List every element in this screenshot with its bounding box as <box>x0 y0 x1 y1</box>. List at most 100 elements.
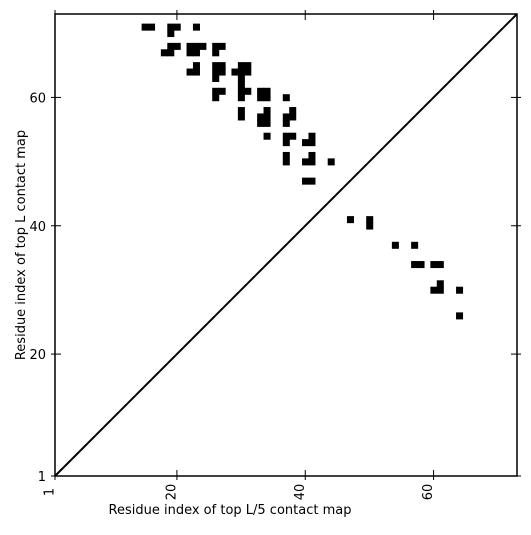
contact-cell-top-l5 <box>411 241 419 249</box>
contact-cell-top-l <box>218 42 226 50</box>
contact-cell-top-l <box>302 139 310 147</box>
contact-cell-top-l <box>282 151 290 159</box>
contact-cell-top-l <box>302 158 310 166</box>
contact-cell-top-l <box>244 68 252 76</box>
contact-cell-top-l <box>263 107 271 115</box>
contact-cell-top-l5 <box>456 286 464 294</box>
contact-cell-top-l <box>263 113 271 121</box>
contact-cell-top-l <box>141 23 149 31</box>
contact-cell-top-l <box>237 94 245 102</box>
y-tick-labels: 1 20 40 60 <box>29 91 46 485</box>
contact-cell-top-l <box>237 74 245 82</box>
contact-cell-top-l <box>282 94 290 102</box>
contact-cell-top-l <box>282 113 290 121</box>
contact-cell-top-l5 <box>411 261 419 269</box>
contact-cell-top-l <box>160 49 168 57</box>
contact-cell-top-l <box>244 87 252 95</box>
contact-cell-top-l <box>212 74 220 82</box>
contact-cell-top-l <box>218 62 226 70</box>
contact-cell-top-l <box>212 42 220 50</box>
contact-cell-top-l <box>257 119 265 127</box>
contact-cell-top-l <box>263 132 271 140</box>
contact-cell-top-l <box>237 113 245 121</box>
contact-cell-top-l <box>192 42 200 50</box>
contact-cell-top-l <box>167 42 175 50</box>
contact-cell-top-l <box>173 42 181 50</box>
x-tick-label: 60 <box>421 484 436 501</box>
contact-cell-top-l <box>237 68 245 76</box>
contact-cell-top-l5 <box>436 261 444 269</box>
contact-cell-top-l <box>257 87 265 95</box>
contact-cell-top-l <box>199 42 207 50</box>
contact-cell-top-l <box>186 68 194 76</box>
contact-cell-top-l <box>212 68 220 76</box>
contact-cell-top-l <box>282 139 290 147</box>
y-tick-label: 40 <box>29 220 46 235</box>
contact-cell-top-l <box>237 62 245 70</box>
contact-cell-top-l <box>186 49 194 57</box>
contact-cell-top-l5 <box>456 312 464 320</box>
contact-cell-top-l <box>212 62 220 70</box>
contact-cell-top-l <box>173 23 181 31</box>
x-tick-label: 1 <box>43 488 58 496</box>
contact-cell-top-l <box>244 62 252 70</box>
contact-cells <box>141 23 464 320</box>
contact-cell-top-l <box>231 68 239 76</box>
contact-cell-top-l <box>237 107 245 115</box>
contact-cell-top-l <box>212 87 220 95</box>
contact-cell-top-l5 <box>417 261 425 269</box>
x-axis-label: Residue index of top L/5 contact map <box>109 503 352 518</box>
contact-cell-top-l <box>308 139 316 147</box>
contact-cell-top-l5 <box>430 261 438 269</box>
contact-cell-top-l <box>308 151 316 159</box>
y-tick-label: 20 <box>29 348 46 363</box>
contact-cell-top-l <box>257 113 265 121</box>
contact-cell-top-l <box>212 94 220 102</box>
x-tick-labels: 1 20 40 60 <box>43 484 437 501</box>
contact-cell-top-l <box>237 87 245 95</box>
contact-cell-top-l <box>302 177 310 185</box>
contact-cell-top-l <box>263 87 271 95</box>
x-tick-label: 20 <box>164 484 179 501</box>
y-tick-label: 60 <box>29 91 46 106</box>
contact-cell-top-l <box>263 119 271 127</box>
x-tick-label: 40 <box>293 484 308 501</box>
diagonal-line <box>54 13 518 477</box>
contact-cell-top-l5 <box>346 216 354 224</box>
y-tick-label: 1 <box>38 470 46 485</box>
contact-cell-top-l <box>282 158 290 166</box>
contact-cell-top-l <box>218 87 226 95</box>
contact-cell-top-l <box>212 49 220 57</box>
contact-cell-top-l <box>308 132 316 140</box>
contact-cell-top-l <box>148 23 156 31</box>
contact-cell-top-l <box>192 23 200 31</box>
contact-cell-top-l5 <box>391 241 399 249</box>
contact-cell-top-l <box>192 62 200 70</box>
contact-cell-top-l5 <box>366 222 374 230</box>
contact-cell-top-l5 <box>436 280 444 288</box>
contact-cell-top-l <box>289 113 297 121</box>
y-axis-label: Residue index of top L contact map <box>14 130 29 360</box>
contact-cell-top-l <box>308 177 316 185</box>
contact-cell-top-l5 <box>436 286 444 294</box>
contact-cell-top-l <box>186 42 194 50</box>
contact-cell-top-l <box>282 119 290 127</box>
contact-cell-top-l <box>282 132 290 140</box>
contact-cell-top-l <box>167 30 175 38</box>
plot-frame <box>54 13 518 477</box>
contact-cell-top-l <box>289 107 297 115</box>
contact-cell-top-l <box>327 158 335 166</box>
contact-cell-top-l <box>289 132 297 140</box>
contact-cell-top-l <box>308 158 316 166</box>
contact-cell-top-l <box>167 49 175 57</box>
contact-cell-top-l <box>237 81 245 89</box>
contact-cell-top-l5 <box>366 216 374 224</box>
contact-cell-top-l <box>257 94 265 102</box>
contact-cell-top-l5 <box>430 286 438 294</box>
contact-cell-top-l <box>167 23 175 31</box>
contact-cell-top-l <box>218 68 226 76</box>
axis-ticks <box>51 10 521 480</box>
contact-cell-top-l <box>192 49 200 57</box>
